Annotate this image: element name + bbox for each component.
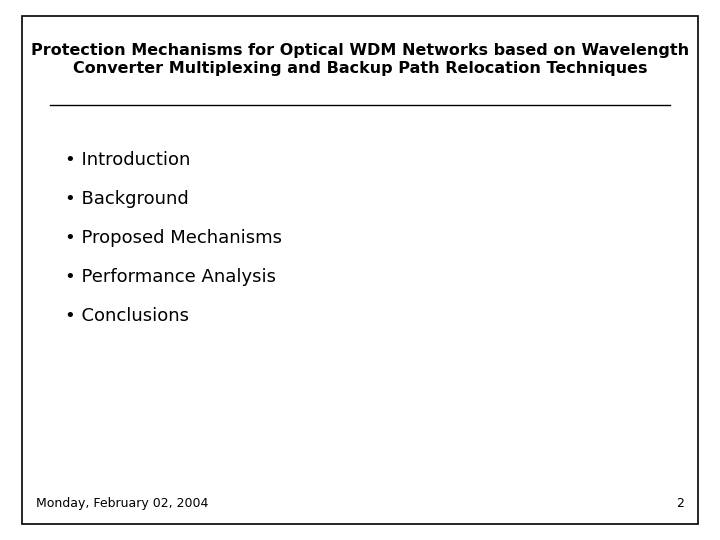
Text: 2: 2: [676, 497, 684, 510]
Text: • Proposed Mechanisms: • Proposed Mechanisms: [65, 229, 282, 247]
Text: Protection Mechanisms for Optical WDM Networks based on Wavelength
Converter Mul: Protection Mechanisms for Optical WDM Ne…: [31, 43, 689, 76]
Text: • Conclusions: • Conclusions: [65, 307, 189, 325]
Text: Monday, February 02, 2004: Monday, February 02, 2004: [36, 497, 208, 510]
Text: • Background: • Background: [65, 190, 189, 208]
Text: • Performance Analysis: • Performance Analysis: [65, 268, 276, 286]
Text: • Introduction: • Introduction: [65, 151, 190, 169]
